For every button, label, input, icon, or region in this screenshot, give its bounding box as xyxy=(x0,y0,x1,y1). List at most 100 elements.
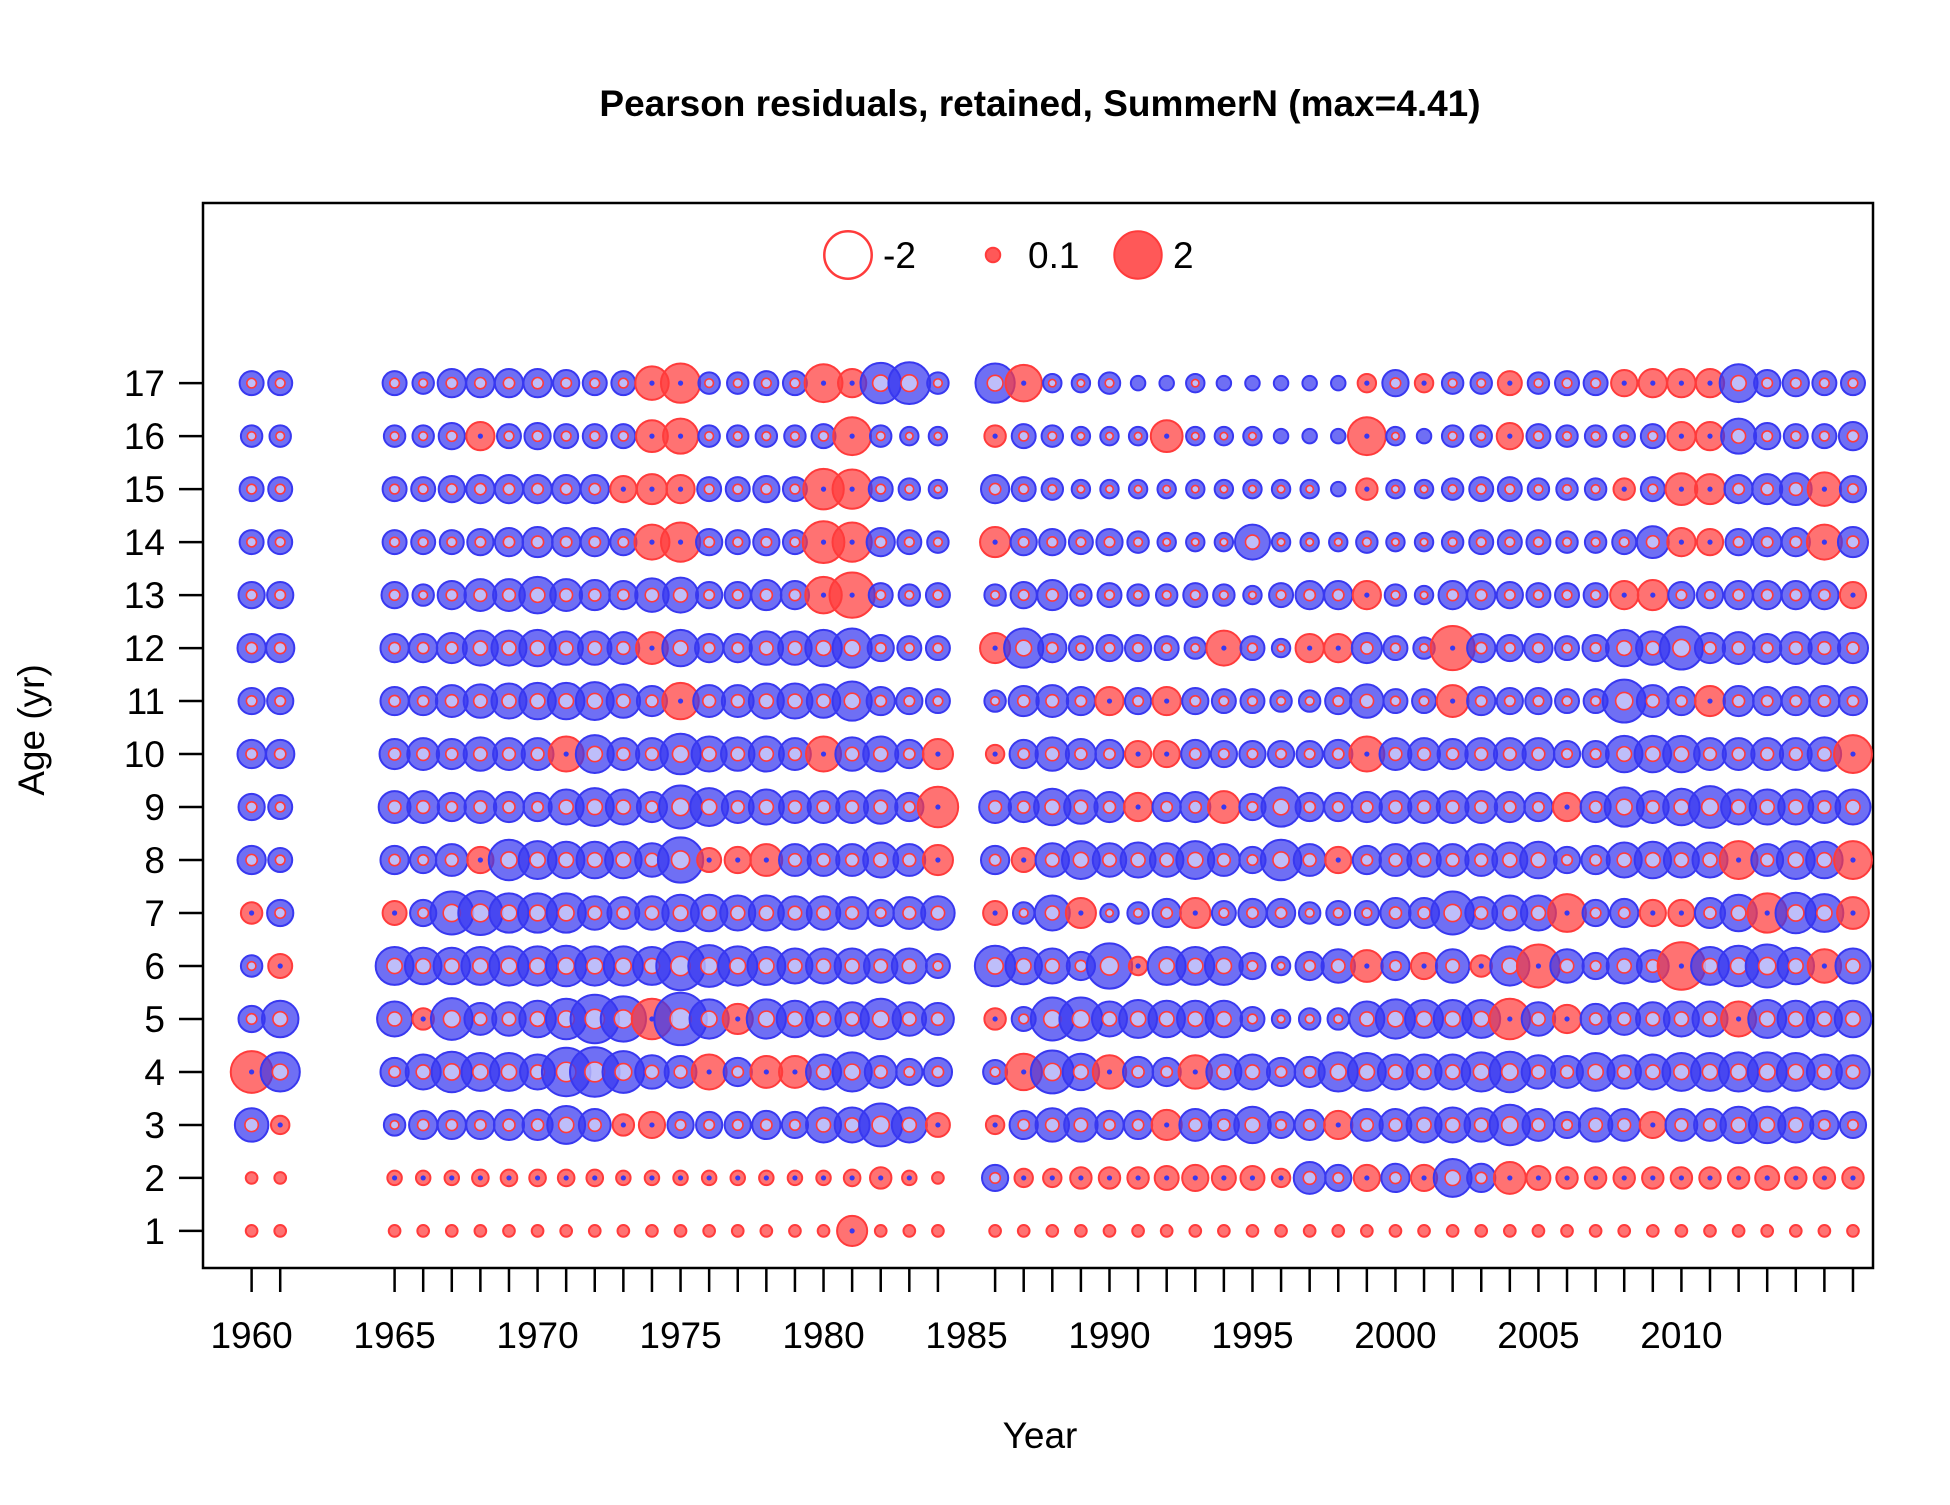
residual-bubble xyxy=(387,1224,402,1238)
residual-bubble-ring xyxy=(1645,1011,1661,1027)
residual-bubble xyxy=(1156,531,1177,553)
residual-bubble xyxy=(662,576,700,614)
residual-bubble xyxy=(239,901,264,925)
residual-bubble xyxy=(720,684,755,718)
residual-bubble xyxy=(1297,689,1322,713)
residual-bubble-ring xyxy=(617,377,629,389)
residual-bubble-center xyxy=(1106,698,1113,704)
residual-bubble-ring xyxy=(388,641,402,655)
residual-bubble-ring xyxy=(1303,588,1317,602)
residual-bubble xyxy=(1042,372,1063,394)
residual-bubble-ring xyxy=(1360,800,1374,814)
residual-bubble-ring xyxy=(615,693,631,709)
residual-bubble-ring xyxy=(1500,1116,1519,1134)
residual-bubble-ring xyxy=(1672,638,1691,658)
residual-bubble-center xyxy=(1307,645,1313,651)
residual-bubble-ring xyxy=(1674,1117,1689,1133)
residual-bubble-ring xyxy=(1760,852,1775,868)
residual-bubble-ring xyxy=(1673,1063,1690,1081)
residual-bubble-center xyxy=(477,1175,483,1181)
residual-bubble-ring xyxy=(1502,746,1517,762)
residual-bubble xyxy=(1413,584,1435,606)
residual-bubble xyxy=(239,424,264,448)
residual-bubble xyxy=(1554,688,1581,715)
residual-bubble-ring xyxy=(587,640,603,656)
residual-bubble xyxy=(1040,477,1065,501)
residual-bubble xyxy=(609,527,638,557)
residual-bubble-center xyxy=(1621,486,1627,492)
residual-bubble-center xyxy=(1135,751,1141,757)
residual-bubble xyxy=(695,527,724,557)
residual-bubble-ring xyxy=(932,642,944,654)
residual-bubble xyxy=(1834,947,1872,985)
residual-bubble-ring xyxy=(1389,377,1402,390)
residual-bubble-ring xyxy=(1246,959,1259,973)
residual-bubble-ring xyxy=(1729,1063,1748,1081)
residual-bubble-ring xyxy=(1073,799,1089,815)
residual-bubble-ring xyxy=(1816,1064,1833,1080)
residual-bubble-ring xyxy=(1787,851,1805,869)
residual-bubble-ring xyxy=(1361,537,1372,548)
residual-bubble-ring xyxy=(1644,745,1661,763)
residual-bubble-ring xyxy=(1532,695,1545,708)
residual-bubble-positive xyxy=(1445,1224,1460,1238)
residual-bubble-center xyxy=(1192,1069,1198,1075)
residual-bubble-ring xyxy=(473,376,487,390)
residual-bubble-ring xyxy=(1443,903,1463,923)
residual-bubble xyxy=(432,946,472,986)
residual-bubble xyxy=(1270,531,1292,553)
residual-bubble xyxy=(546,840,586,880)
residual-bubble-ring xyxy=(1276,643,1286,653)
residual-bubble-ring xyxy=(1218,907,1230,919)
residual-bubble xyxy=(528,1168,547,1188)
residual-bubble-ring xyxy=(416,1118,430,1132)
residual-bubble xyxy=(1495,686,1524,716)
residual-bubble-center xyxy=(820,380,827,386)
residual-bubble xyxy=(1752,526,1783,558)
residual-bubble xyxy=(1010,847,1037,874)
residual-bubble xyxy=(465,1109,496,1141)
residual-bubble-center xyxy=(649,486,655,492)
residual-bubble xyxy=(1415,427,1433,445)
residual-bubble-ring xyxy=(415,957,432,975)
residual-bubble xyxy=(1784,1166,1808,1190)
residual-bubble-ring xyxy=(1788,481,1803,497)
residual-bubble-ring xyxy=(816,799,831,815)
residual-bubble xyxy=(435,737,468,771)
residual-bubble xyxy=(920,1002,955,1036)
residual-bubble xyxy=(1751,473,1784,506)
residual-bubble-center xyxy=(878,1175,884,1181)
residual-bubble-ring xyxy=(932,589,944,601)
residual-bubble-ring xyxy=(904,484,915,495)
residual-bubble-ring xyxy=(758,905,775,921)
residual-bubble xyxy=(1519,840,1558,880)
residual-bubble xyxy=(1123,739,1153,769)
residual-bubble-ring xyxy=(731,641,745,655)
residual-bubble-ring xyxy=(1473,1117,1489,1133)
residual-bubble xyxy=(1242,478,1263,500)
residual-bubble xyxy=(1693,737,1727,771)
residual-bubble xyxy=(922,1056,954,1088)
residual-bubble-ring xyxy=(274,589,287,602)
residual-bubble-ring xyxy=(1445,747,1460,761)
residual-bubble-positive xyxy=(587,1224,602,1238)
residual-bubble xyxy=(585,1168,605,1188)
residual-bubble-ring xyxy=(1190,642,1201,654)
residual-bubble-center xyxy=(620,1122,626,1128)
residual-bubble-ring xyxy=(1502,852,1518,868)
residual-bubble xyxy=(983,1007,1007,1031)
residual-bubble xyxy=(924,688,951,715)
residual-bubble-ring xyxy=(1474,746,1489,762)
residual-bubble xyxy=(1775,1052,1816,1092)
residual-bubble xyxy=(1601,678,1647,724)
residual-bubble-negative xyxy=(1272,374,1290,392)
legend: -2 0.1 2 xyxy=(823,230,1194,280)
residual-bubble xyxy=(1042,1167,1063,1189)
residual-bubble xyxy=(752,527,781,557)
residual-bubble-ring xyxy=(1190,484,1200,494)
residual-bubble xyxy=(552,369,581,398)
residual-bubble-ring xyxy=(990,590,1001,601)
residual-bubble-center xyxy=(477,433,483,439)
residual-bubble-positive xyxy=(244,1171,259,1185)
residual-bubble-ring xyxy=(1246,800,1259,814)
